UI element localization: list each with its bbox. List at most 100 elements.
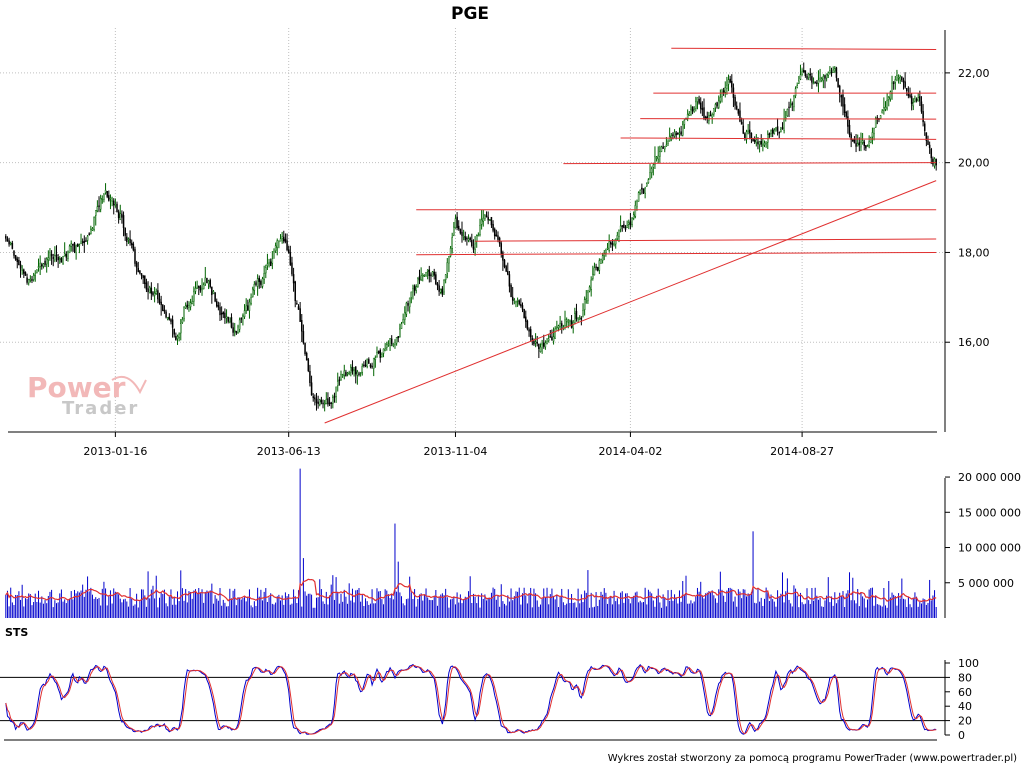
price-candle [369, 364, 372, 367]
price-candle [425, 272, 427, 276]
price-candle [188, 305, 190, 308]
price-candle [775, 127, 777, 130]
price-candle [781, 127, 784, 129]
price-candle [894, 79, 897, 83]
price-candle [251, 288, 254, 298]
price-candle [812, 82, 815, 85]
price-candle [628, 222, 630, 225]
price-candle [202, 284, 205, 290]
price-candle [14, 255, 17, 260]
price-candle [678, 132, 681, 135]
price-candle [899, 76, 901, 81]
price-candle [142, 275, 144, 278]
price-candle [60, 258, 63, 263]
price-candle [477, 234, 480, 237]
price-candle [497, 235, 499, 240]
price-candle [364, 364, 367, 367]
price-candle [312, 396, 314, 399]
price-candle [332, 397, 334, 404]
price-candle [382, 348, 385, 354]
price-candle [297, 306, 300, 310]
price-candle [399, 328, 401, 337]
price-candle [340, 374, 342, 381]
price-candle [75, 245, 77, 253]
price-candle [788, 106, 790, 109]
price-candle [314, 397, 316, 400]
price-candle [260, 281, 262, 285]
price-y-tick-label-0: 16,00 [958, 336, 990, 349]
price-candle [394, 342, 396, 345]
price-candle [59, 258, 61, 260]
price-candle [430, 274, 432, 277]
sts-y-tick-label-1: 20 [958, 715, 972, 728]
price-candle [505, 266, 507, 272]
price-candle [745, 131, 748, 140]
price-candle [361, 365, 364, 373]
price-candle [278, 240, 280, 243]
price-candle [85, 240, 87, 242]
price-candle [276, 240, 278, 248]
price-candle [726, 84, 728, 89]
price-candle [776, 126, 779, 132]
trend-line-8 [416, 251, 937, 256]
price-candle [358, 373, 360, 375]
price-candle [407, 303, 409, 306]
price-candle [892, 82, 895, 85]
price-candle [863, 141, 865, 146]
price-candle [881, 110, 883, 114]
price-candle [412, 288, 414, 293]
price-candle [778, 131, 780, 134]
price-candle [327, 398, 329, 405]
x-tick-label-2: 2013-11-04 [423, 445, 487, 458]
price-candle [158, 298, 161, 303]
price-candle [485, 215, 488, 218]
price-candle [657, 155, 659, 160]
price-candle [855, 142, 857, 147]
price-candle [379, 350, 382, 358]
price-candle [21, 269, 23, 271]
price-candle [13, 250, 15, 256]
price-candle [546, 341, 548, 344]
price-candle [451, 237, 453, 249]
price-candle [565, 319, 568, 322]
price-candle [539, 346, 542, 353]
price-candle [544, 342, 547, 348]
price-candle [219, 307, 221, 316]
price-candle [73, 242, 76, 252]
price-candle [106, 191, 108, 197]
price-candle [204, 277, 207, 285]
volume-y-tick-label-3: 20 000 000 [958, 471, 1021, 484]
price-candle [538, 343, 540, 349]
price-candle [582, 310, 584, 318]
price-candle [525, 316, 527, 322]
price-candle [639, 189, 641, 194]
price-candle [296, 303, 298, 305]
price-candle [749, 129, 751, 134]
price-candle [580, 318, 583, 320]
price-candle [814, 81, 816, 84]
price-candle [554, 328, 556, 339]
price-candle [31, 279, 33, 281]
price-candle [677, 132, 679, 135]
price-candle [856, 143, 859, 147]
price-candle [294, 281, 296, 302]
price-candle [829, 70, 831, 74]
price-candle [834, 68, 836, 72]
price-candle [611, 243, 614, 245]
price-candle [870, 137, 872, 143]
price-candle [513, 299, 516, 301]
price-candle [744, 133, 746, 139]
price-candle [390, 338, 393, 345]
price-candle [176, 336, 179, 340]
price-candle [570, 320, 573, 328]
price-candle [134, 249, 136, 264]
price-candle [647, 179, 650, 184]
price-candle [523, 309, 525, 319]
price-candle [737, 108, 740, 114]
price-candle [521, 305, 524, 310]
price-candle [235, 330, 238, 334]
price-candle [719, 97, 722, 102]
price-candle [618, 229, 620, 237]
price-candle [827, 72, 830, 76]
